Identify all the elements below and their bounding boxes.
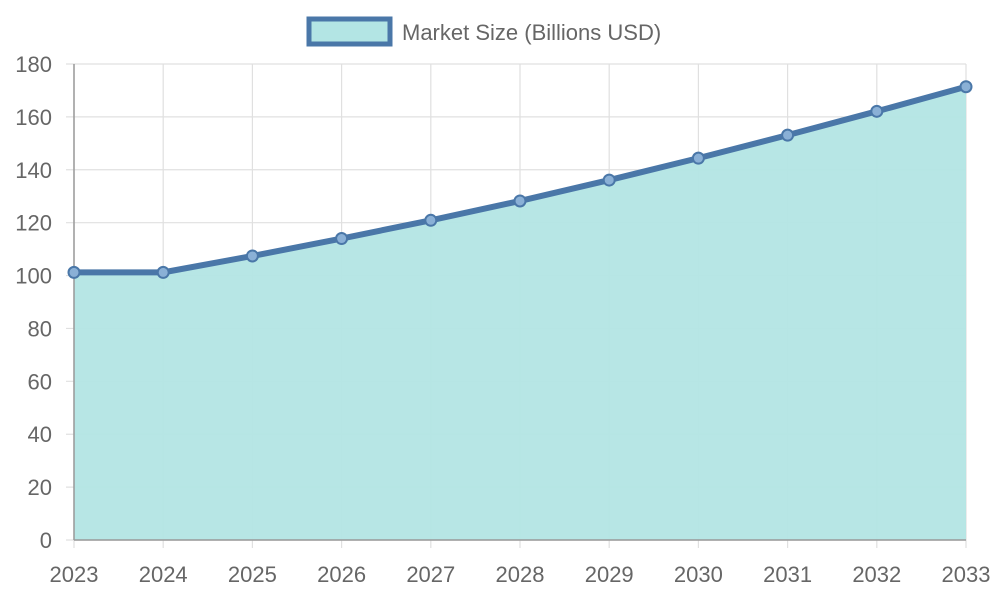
data-point[interactable] — [424, 213, 438, 227]
y-tick-label: 0 — [40, 528, 52, 553]
x-tick-label: 2027 — [406, 562, 455, 587]
axis-layer: 0 20 40 60 80 100 120 140 160 180 2023 2024 2025 2026… — [15, 52, 990, 587]
data-point[interactable] — [335, 232, 349, 246]
y-tick-label: 140 — [15, 158, 52, 183]
x-tick-label: 2033 — [942, 562, 991, 587]
x-tick-label: 2024 — [139, 562, 188, 587]
x-tick-label: 2031 — [763, 562, 812, 587]
y-tick-label: 100 — [15, 264, 52, 289]
legend-swatch[interactable] — [306, 16, 393, 47]
data-point[interactable] — [691, 151, 705, 165]
legend-label[interactable]: Market Size (Billions USD) — [402, 20, 661, 45]
data-point[interactable] — [513, 194, 527, 208]
x-tick-label: 2023 — [50, 562, 99, 587]
x-tick-label: 2029 — [585, 562, 634, 587]
data-point[interactable] — [870, 104, 884, 118]
y-tick-label: 80 — [28, 316, 52, 341]
point-layer — [67, 80, 973, 279]
data-point[interactable] — [245, 249, 259, 263]
data-point[interactable] — [67, 265, 81, 279]
data-point[interactable] — [602, 173, 616, 187]
x-tick-label: 2026 — [317, 562, 366, 587]
data-point[interactable] — [156, 265, 170, 279]
area-layer — [74, 86, 966, 541]
y-tick-label: 160 — [15, 105, 52, 130]
data-point[interactable] — [781, 128, 795, 142]
y-tick-label: 60 — [28, 369, 52, 394]
legend[interactable]: Market Size (Billions USD) — [306, 16, 661, 47]
x-tick-label: 2030 — [674, 562, 723, 587]
series-area-fill — [74, 86, 966, 541]
x-tick-label: 2028 — [496, 562, 545, 587]
y-tick-label: 40 — [28, 422, 52, 447]
y-tick-label: 20 — [28, 475, 52, 500]
x-tick-label: 2032 — [852, 562, 901, 587]
y-tick-label: 180 — [15, 52, 52, 77]
x-tick-label: 2025 — [228, 562, 277, 587]
data-point[interactable] — [959, 80, 973, 94]
y-tick-label: 120 — [15, 211, 52, 236]
